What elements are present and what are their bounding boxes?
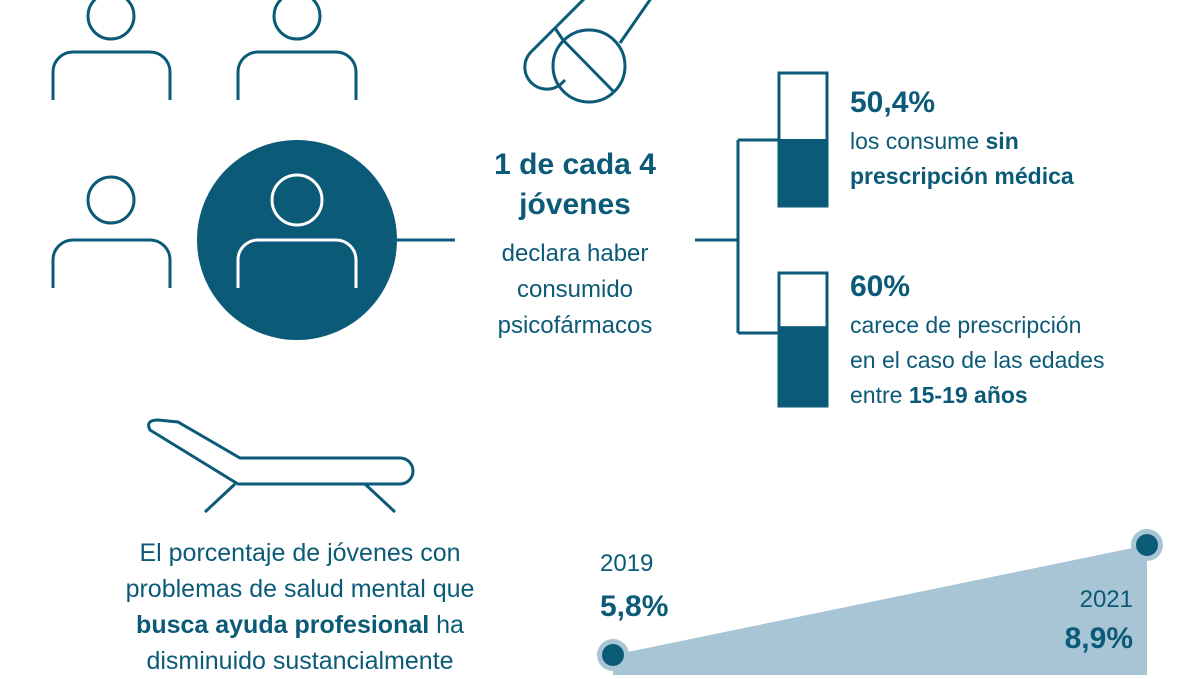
stat1-text-pre: los consume bbox=[850, 128, 986, 154]
stat1-bar bbox=[777, 71, 829, 208]
headline-1: 1 de cada 4 bbox=[494, 148, 656, 181]
value-label-2021: 8,9% bbox=[1064, 622, 1133, 655]
person-icon bbox=[236, 0, 358, 100]
center-line-1: declara haber bbox=[501, 240, 649, 267]
area-fill bbox=[613, 545, 1147, 675]
stat2-line-3-bold: 15-19 años bbox=[908, 382, 1028, 408]
stat1-text-bold-2: prescripción médica bbox=[850, 163, 1074, 189]
year-label-2021: 2021 bbox=[1079, 586, 1133, 613]
paragraph-line-2: problemas de salud mental que bbox=[125, 575, 475, 603]
stat2-text: carece de prescripción en el caso de las… bbox=[850, 308, 1104, 413]
person-icon bbox=[51, 175, 172, 288]
stat2-line-1: carece de prescripción bbox=[850, 312, 1082, 338]
data-point-2019 bbox=[602, 644, 624, 666]
stat2-bar bbox=[777, 271, 829, 408]
headline-2: jóvenes bbox=[519, 188, 631, 221]
stat2-value: 60% bbox=[850, 270, 911, 303]
person-icon bbox=[51, 0, 172, 100]
trend-chart bbox=[597, 529, 1163, 675]
paragraph-line-1: El porcentaje de jóvenes con bbox=[139, 539, 461, 567]
lounge-chair-icon bbox=[147, 418, 415, 514]
stat2-line-3: entre bbox=[850, 382, 909, 408]
highlighted-person-icon bbox=[197, 140, 397, 340]
stat1-text-bold: sin bbox=[985, 128, 1019, 154]
stat2-line-2: en el caso de las edades bbox=[850, 347, 1105, 373]
paragraph-line-3: ha bbox=[429, 611, 464, 639]
paragraph-bold: busca ayuda profesional bbox=[136, 611, 430, 639]
bracket-connector bbox=[695, 138, 778, 335]
value-label-2019: 5,8% bbox=[600, 590, 669, 623]
stat1-value: 50,4% bbox=[850, 86, 936, 119]
stat1-text: los consume sin prescripción médica bbox=[850, 124, 1074, 194]
year-label-2019: 2019 bbox=[600, 550, 654, 577]
center-line-3: psicofármacos bbox=[497, 312, 653, 339]
data-point-2021 bbox=[1136, 534, 1158, 556]
pills-icon bbox=[523, 0, 652, 104]
center-line-2: consumido bbox=[516, 276, 634, 303]
paragraph-line-4: disminuido sustancialmente bbox=[146, 647, 454, 675]
paragraph: El porcentaje de jóvenes con problemas d… bbox=[80, 535, 520, 679]
center-description: declara haber consumido psicofármacos bbox=[455, 236, 695, 344]
